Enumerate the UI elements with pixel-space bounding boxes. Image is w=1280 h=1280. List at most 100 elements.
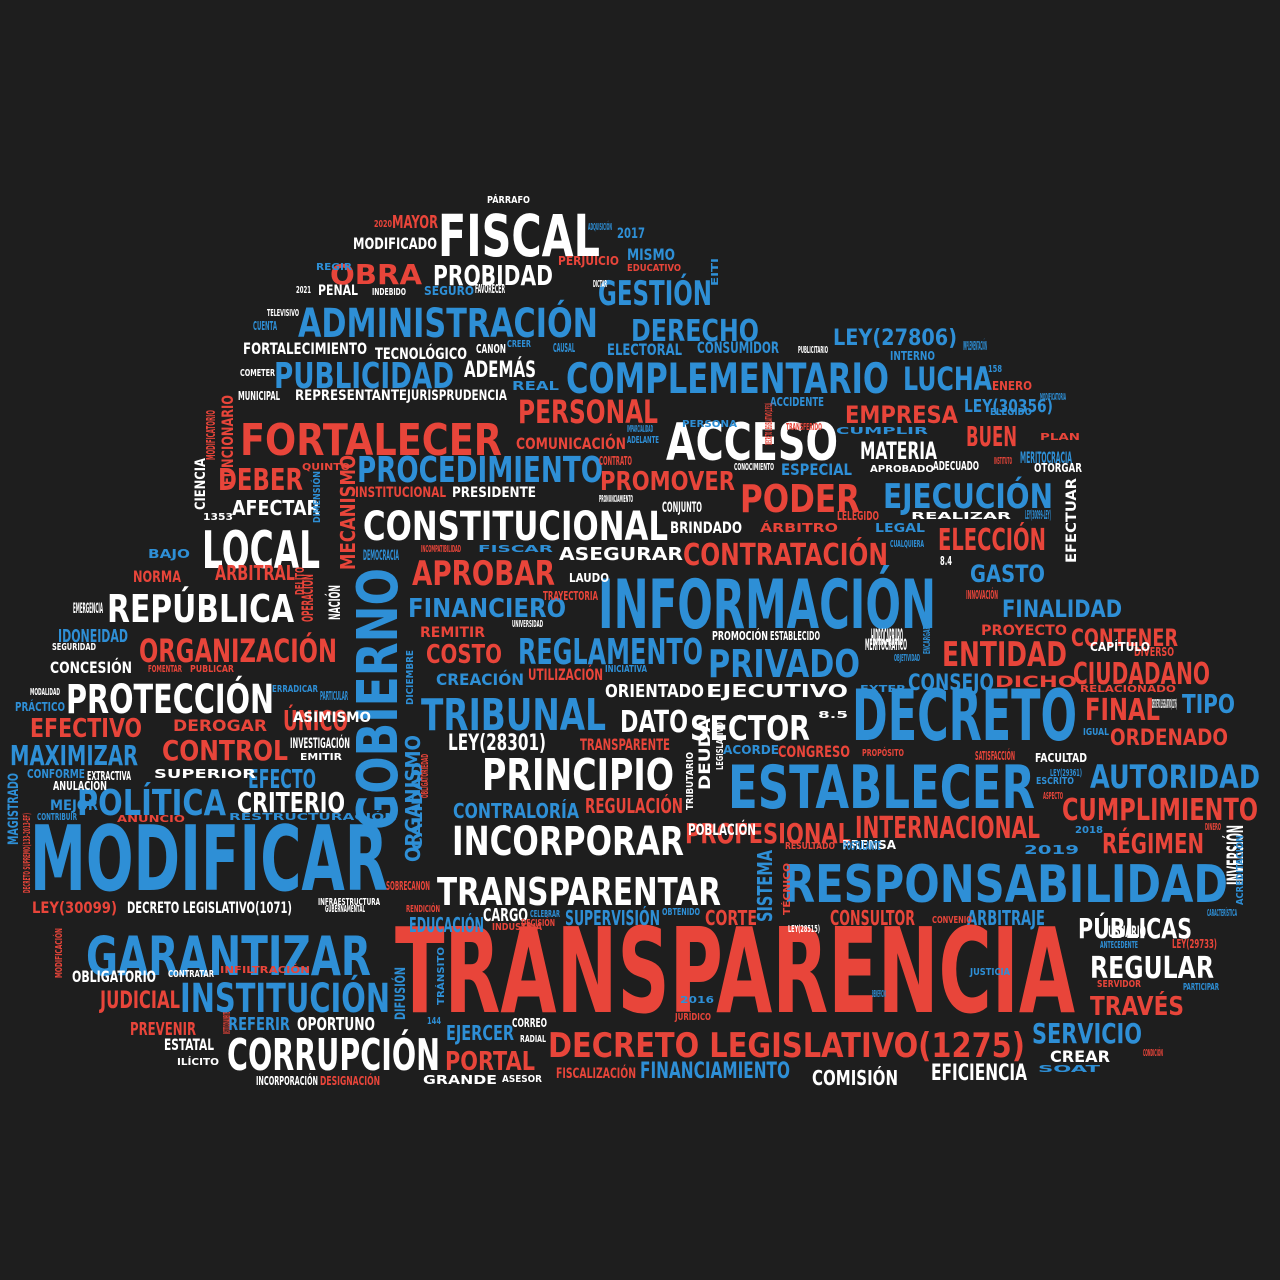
word-2020: 2020 (374, 219, 392, 230)
word-diciembre: DICIEMBRE (405, 650, 416, 705)
word-eleccion: ELECCIÓN (938, 521, 1046, 558)
word-hidrocarburo: HIDROCARBURO (871, 626, 903, 651)
word-fiscalizacion: FISCALIZACIÓN (556, 1064, 636, 1082)
word-proposito: PROPÓSITO (862, 746, 904, 759)
word-anuncio: ANUNCIO (117, 814, 185, 825)
word-acorde: ACORDE (723, 743, 779, 757)
word-derecho: DERECHO (631, 314, 759, 349)
word-consumidor: CONSUMIDOR (697, 338, 779, 357)
word-orientado: ORIENTADO (605, 681, 704, 702)
word-comision: COMISIÓN (812, 1066, 898, 1090)
word-justicia: JUSTICIA (969, 967, 1010, 978)
word-mejor: MEJOR (50, 798, 98, 814)
word-educacion: EDUCACIÓN (409, 913, 484, 937)
word-creacion: CREACIÓN (436, 670, 524, 689)
word-cualquiera: CUALQUIERA (890, 539, 924, 550)
word-dinero: DINERO (1205, 822, 1221, 833)
word-practico: PRÁCTICO (15, 699, 65, 714)
word-contratacion: CONTRATACIÓN (683, 536, 888, 573)
word-ley-28301: LEY(28301) (448, 731, 546, 756)
word-internacional: INTERNACIONAL (855, 811, 1040, 846)
word-elegido: ELEGIDO (990, 407, 1032, 418)
word-mismo: MISMO (627, 245, 675, 264)
word-ordenado: ORDENADO (1110, 726, 1228, 751)
word-transparencia: TRANSPARENCIA (395, 902, 1075, 1040)
word-decreto-legislativo-1071: DECRETO LEGISLATIVO(1071) (127, 898, 292, 917)
word-proteccion: PROTECCIÓN (66, 675, 274, 723)
word-grande: GRANDE (423, 1073, 497, 1087)
word-interno: INTERNO (890, 349, 935, 363)
word-aprobado: APROBADO (870, 464, 934, 475)
word-decreto-legislativo-1276: DECRETO LEGISLATIVO(1276) (1152, 697, 1177, 711)
word-lucha: LUCHA (903, 360, 992, 398)
word-regimen: RÉGIMEN (1102, 826, 1204, 860)
word-investigacion: INVESTIGACIÓN (290, 734, 350, 752)
word-canon: CANON (476, 342, 506, 356)
word-condicion: CONDICIÓN (1143, 1046, 1163, 1059)
word-legal: LEGAL (875, 521, 925, 535)
word-2017: 2017 (617, 226, 645, 242)
word-decision: DECISIÓN (521, 916, 555, 929)
word-fortalecer: FORTALECER (240, 415, 502, 466)
word-anulacion: ANULACIÓN (53, 778, 107, 793)
word-corrupcion: CORRUPCIÓN (227, 1028, 440, 1081)
word-maximizar: MAXIMIZAR (10, 739, 138, 772)
word-asegurar: ASEGURAR (559, 544, 683, 565)
word-8-4: 8.4 (940, 554, 952, 568)
word-estatal: ESTATAL (164, 1035, 214, 1054)
word-capitulo: CAPÍTULO (1090, 639, 1150, 654)
word-usuario: USUARIO (1108, 922, 1146, 941)
word-conocimiento: CONOCIMIENTO (734, 462, 774, 473)
word-eficiencia: EFICIENCIA (931, 1061, 1027, 1086)
word-obtenido: OBTENIDO (662, 907, 700, 918)
word-sector: SECTOR (690, 709, 810, 749)
word-trayectoria: TRAYECTORIA (543, 589, 598, 603)
word-poblacion: POBLACIÓN (688, 820, 756, 839)
word-2021: 2021 (296, 285, 311, 296)
word-probidad: PROBIDAD (433, 259, 553, 292)
word-politica: POLÍTICA (77, 782, 226, 824)
word-accidente: ACCIDENTE (770, 395, 824, 409)
word-afectar: AFECTAR (232, 496, 320, 520)
word-emergencia: EMERGENCIA (73, 601, 103, 617)
word-control: CONTROL (162, 734, 288, 767)
word-efectuar: EFECTUAR (1064, 478, 1080, 563)
word-legislativo: LEGISLATIVO (715, 722, 726, 770)
word-consejo: CONSEJO (908, 671, 994, 696)
word-aspecto: ASPECTO (1043, 791, 1063, 802)
word-158: 158 (988, 364, 1002, 375)
word-adquisicion: ADQUISICIÓN (588, 220, 612, 233)
word-democracia: DEMOCRACIA (363, 548, 399, 564)
word-real: REAL (512, 379, 559, 393)
word-proyecto: PROYECTO (981, 623, 1067, 639)
word-superior: SUPERIOR (154, 767, 256, 781)
word-conforme: CONFORME (27, 767, 85, 781)
word-remitir: REMITIR (420, 625, 485, 641)
word-contener: CONTENER (1071, 624, 1178, 652)
word-municipal: MUNICIPAL (238, 389, 280, 403)
word-derogar: DEROGAR (173, 716, 267, 735)
word-satisfaccion: SATISFACCIÓN (975, 748, 1015, 763)
word-efecto: EFECTO (248, 765, 316, 795)
word-obra: OBRA (330, 258, 422, 291)
word-especial: ESPECIAL (781, 460, 852, 479)
word-incorporacion: INCORPORACIÓN (256, 1073, 318, 1088)
word-iniciativa: INICIATIVA (605, 664, 647, 675)
word-regular: REGULAR (1090, 951, 1214, 986)
word-norma: NORMA (133, 567, 181, 586)
word-transparentar: TRANSPARENTAR (437, 870, 721, 914)
word-ciencia: CIENCIA (193, 458, 209, 510)
word-fiscal: FISCAL (438, 202, 600, 270)
word-instituto: INSTITUTO (994, 456, 1012, 467)
word-dictar: DICTAR (593, 279, 607, 290)
word-designacion: DESIGNACIÓN (320, 1073, 380, 1088)
word-deuda: DEUDA (695, 717, 714, 790)
word-financiero: FINANCIERO (408, 594, 566, 624)
word-gubernamental: GUBERNAMENTAL (325, 904, 365, 915)
word-diverso: DIVERSO (1134, 645, 1174, 659)
word-144: 144 (427, 1016, 441, 1027)
word-operacion: OPERACIÓN (298, 574, 317, 622)
word-gestion: GESTIÓN (598, 273, 712, 314)
word-profesional: PROFESIONAL (685, 817, 851, 850)
word-servicio: SERVICIO (1032, 1017, 1142, 1050)
